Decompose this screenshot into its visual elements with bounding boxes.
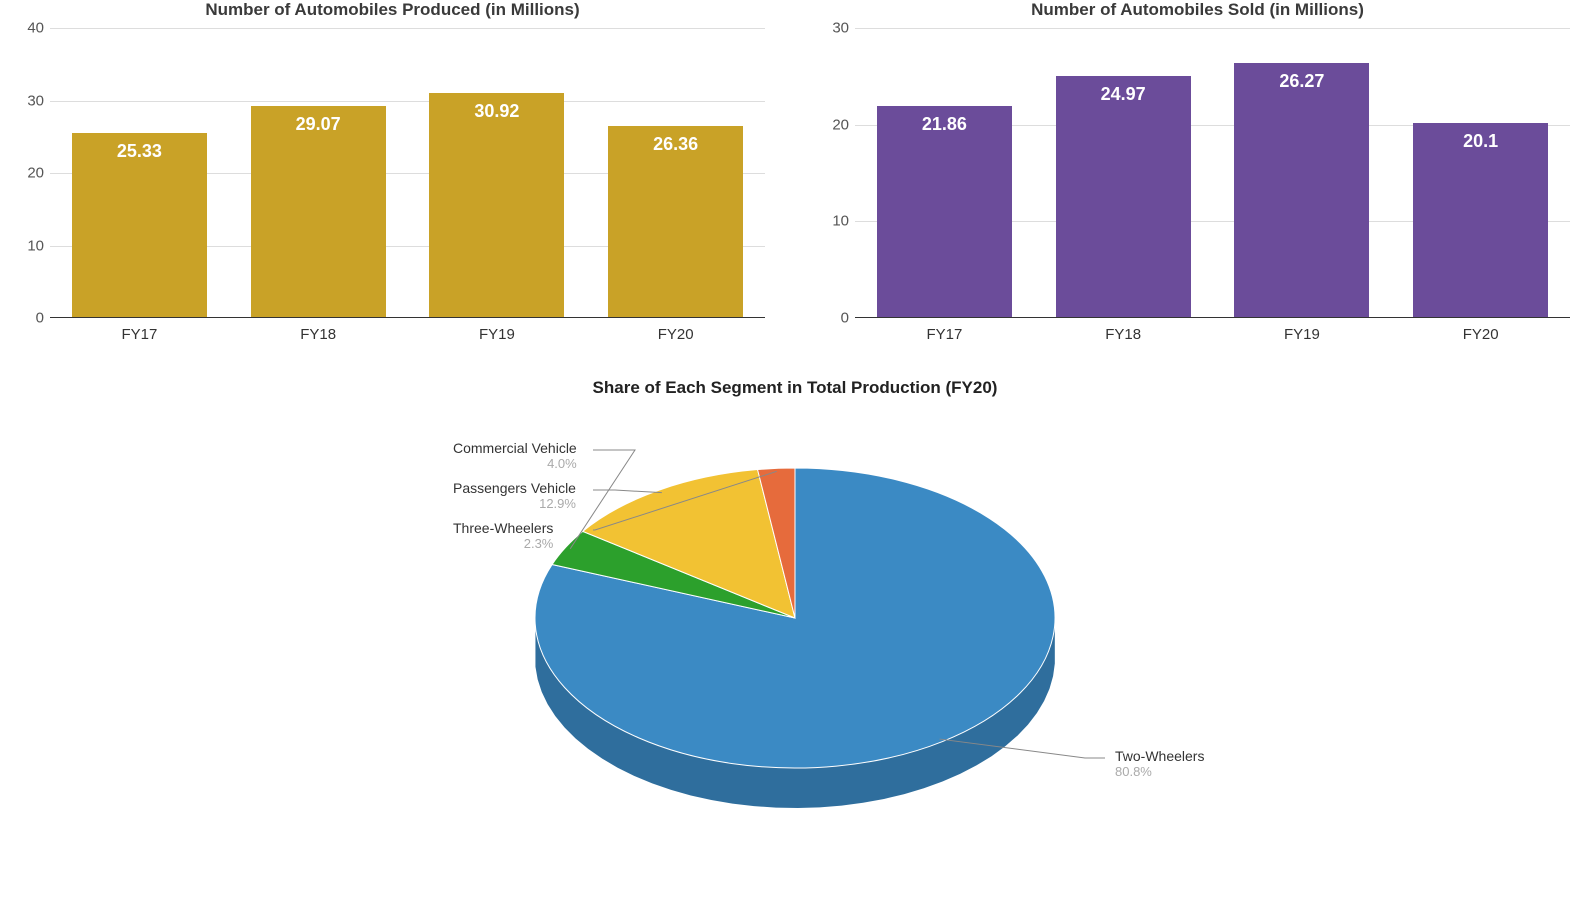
sold-x-label: FY18 (1041, 326, 1205, 343)
sold-bar-value: 24.97 (1056, 84, 1191, 105)
produced-y-tick-label: 30 (12, 92, 44, 109)
sold-bar: 24.97 (1056, 76, 1191, 317)
pie-segment-label: Commercial Vehicle (453, 440, 577, 456)
pie-segment-pct: 12.9% (453, 496, 576, 511)
sold-bar: 20.1 (1413, 123, 1548, 317)
sold-y-tick-label: 30 (817, 20, 849, 37)
produced-bar-value: 25.33 (72, 141, 207, 162)
produced-y-tick-label: 10 (12, 237, 44, 254)
sold-y-tick-label: 20 (817, 116, 849, 133)
produced-y-tick-label: 20 (12, 165, 44, 182)
sold-y-tick-label: 10 (817, 213, 849, 230)
produced-y-tick-label: 0 (12, 310, 44, 327)
produced-x-label: FY20 (593, 326, 757, 343)
pie-chart-title: Share of Each Segment in Total Productio… (0, 378, 1590, 398)
produced-bar-value: 30.92 (429, 101, 564, 122)
sold-chart: Number of Automobiles Sold (in Millions)… (815, 0, 1580, 348)
produced-chart-title: Number of Automobiles Produced (in Milli… (10, 0, 775, 20)
produced-bar-chart-area: 25.3329.0730.9226.36010203040FY17FY18FY1… (50, 28, 765, 348)
pie-segment-label: Two-Wheelers (1115, 748, 1204, 764)
produced-bar: 26.36 (608, 126, 743, 317)
pie-segment-label: Passengers Vehicle (453, 480, 576, 496)
pie-callout: Three-Wheelers2.3% (453, 520, 553, 551)
produced-x-label: FY19 (415, 326, 579, 343)
produced-bar: 25.33 (72, 133, 207, 317)
sold-bar-chart-area: 21.8624.9726.2720.10102030FY17FY18FY19FY… (855, 28, 1570, 348)
produced-bar: 29.07 (251, 106, 386, 317)
pie-segment-pct: 80.8% (1115, 764, 1204, 779)
produced-x-label: FY18 (236, 326, 400, 343)
sold-bar: 26.27 (1234, 63, 1369, 317)
sold-x-label: FY17 (862, 326, 1026, 343)
sold-bar-value: 20.1 (1413, 131, 1548, 152)
pie-segment-pct: 2.3% (453, 536, 553, 551)
pie-callout: Commercial Vehicle4.0% (453, 440, 577, 471)
sold-bar-value: 26.27 (1234, 71, 1369, 92)
produced-bar-value: 26.36 (608, 134, 743, 155)
produced-bar-value: 29.07 (251, 114, 386, 135)
sold-bar-value: 21.86 (877, 114, 1012, 135)
pie-callout: Passengers Vehicle12.9% (453, 480, 576, 511)
sold-y-tick-label: 0 (817, 310, 849, 327)
sold-chart-title: Number of Automobiles Sold (in Millions) (815, 0, 1580, 20)
sold-x-label: FY19 (1220, 326, 1384, 343)
pie-callout: Two-Wheelers80.8% (1115, 748, 1204, 779)
sold-bar: 21.86 (877, 106, 1012, 317)
pie-segment-label: Three-Wheelers (453, 520, 553, 536)
produced-x-label: FY17 (57, 326, 221, 343)
produced-y-tick-label: 40 (12, 20, 44, 37)
pie-chart-area: Two-Wheelers80.8% Commercial Vehicle4.0% P… (345, 418, 1245, 898)
pie-section: Share of Each Segment in Total Productio… (0, 378, 1590, 898)
pie-segment-pct: 4.0% (453, 456, 577, 471)
sold-x-label: FY20 (1398, 326, 1562, 343)
pie-leader-line (593, 490, 662, 493)
produced-bar: 30.92 (429, 93, 564, 317)
produced-chart: Number of Automobiles Produced (in Milli… (10, 0, 775, 348)
